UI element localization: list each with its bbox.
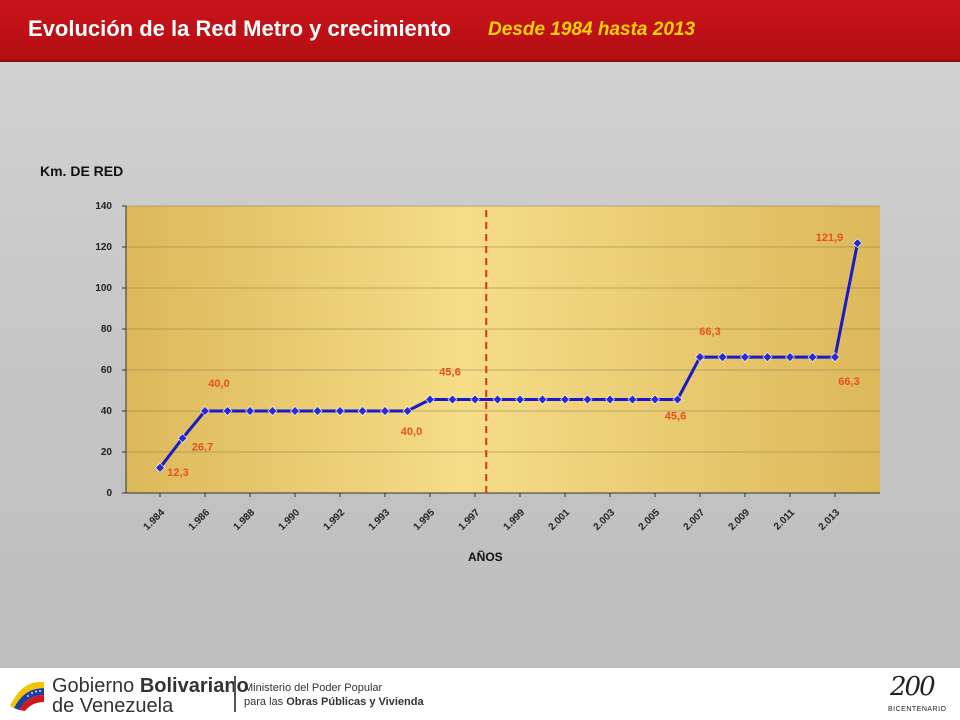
data-point: [470, 394, 480, 405]
data-point: [807, 352, 818, 363]
data-point: [515, 394, 525, 405]
x-tick-label: 1.997: [457, 507, 483, 533]
slide-header: Evolución de la Red Metro y crecimiento …: [0, 0, 960, 62]
x-tick-label: 1.993: [367, 507, 393, 533]
x-tick-label: 2.007: [682, 507, 708, 533]
data-point: [492, 394, 503, 405]
x-tick-label: 2.013: [817, 507, 843, 533]
y-tick-label: 20: [101, 447, 113, 458]
y-axis-label: Km. DE RED: [40, 163, 124, 179]
data-point: [290, 406, 300, 416]
footer-divider: [234, 676, 236, 712]
x-axis-label: AÑOS: [468, 550, 503, 564]
y-tick-label: 40: [101, 406, 113, 417]
gobierno-word: Gobierno: [52, 675, 140, 697]
data-point: [762, 352, 773, 363]
bolivariano-word: Bolivariano: [139, 675, 249, 697]
data-point: [582, 394, 593, 405]
venezuela-flag-icon: [10, 681, 44, 711]
gobierno-logo-text: Gobierno Bolivariano de Venezuela: [52, 676, 249, 716]
data-label: 26,7: [192, 441, 213, 453]
data-point: [200, 406, 210, 416]
x-tick-label: 2.003: [592, 507, 618, 533]
y-tick-label: 140: [95, 201, 112, 212]
data-label: 40,0: [208, 378, 229, 390]
x-tick-label: 2.009: [727, 507, 753, 533]
data-point: [650, 394, 660, 405]
data-point: [177, 433, 188, 444]
data-point: [357, 406, 368, 416]
data-label: 66,3: [699, 326, 720, 338]
plot-area: [126, 206, 880, 493]
data-point: [222, 406, 233, 416]
data-point: [852, 238, 863, 249]
data-point: [267, 406, 278, 416]
data-point: [740, 352, 750, 363]
bicentenario-logo: 200 BICENTENARIO: [884, 672, 950, 716]
footer: Gobierno Bolivariano de Venezuela Minist…: [0, 668, 960, 720]
data-label: 121,9: [816, 232, 844, 244]
data-point: [785, 352, 795, 363]
x-tick-label: 1.999: [502, 507, 528, 533]
data-point: [312, 406, 323, 416]
data-point: [560, 394, 570, 405]
slide-title: Evolución de la Red Metro y crecimiento: [28, 16, 451, 41]
data-point: [717, 352, 728, 363]
ministerio-text: Ministerio del Poder Popular para las Ob…: [244, 681, 424, 709]
data-point: [672, 394, 683, 405]
x-tick-label: 1.988: [232, 507, 258, 533]
de-venezuela-word: de Venezuela: [52, 695, 174, 717]
data-point: [155, 462, 165, 473]
data-label: 45,6: [665, 411, 686, 423]
data-point: [695, 352, 705, 363]
x-tick-label: 2.001: [547, 507, 573, 533]
x-tick-label: 1.990: [277, 507, 303, 533]
x-tick-label: 1.992: [322, 507, 348, 533]
data-point: [627, 394, 638, 405]
x-tick-label: 2.011: [772, 507, 797, 532]
data-label: 12,3: [167, 467, 188, 479]
data-point: [447, 394, 458, 405]
x-tick-label: 2.005: [637, 507, 663, 533]
data-point: [245, 406, 255, 416]
y-tick-label: 100: [95, 283, 112, 294]
ministerio-line2-bold: Obras Públicas y Vivienda: [286, 696, 424, 708]
x-tick-label: 1.995: [412, 507, 438, 533]
y-tick-label: 60: [101, 365, 113, 376]
x-tick-label: 1.986: [187, 507, 213, 533]
bicentenario-number: 200: [890, 672, 936, 702]
data-point: [380, 406, 390, 416]
slide-subtitle: Desde 1984 hasta 2013: [488, 19, 696, 40]
x-tick-label: 1.984: [142, 507, 168, 533]
ministerio-line1: Ministerio del Poder Popular: [244, 682, 383, 694]
data-label: 45,6: [439, 367, 460, 379]
y-tick-label: 120: [95, 242, 112, 253]
data-point: [335, 406, 345, 416]
data-point: [402, 406, 413, 416]
data-point: [605, 394, 615, 405]
bicentenario-word: BICENTENARIO: [888, 706, 947, 713]
data-point: [830, 352, 840, 363]
data-label: 40,0: [401, 426, 422, 438]
data-label: 66,3: [838, 376, 859, 388]
y-tick-label: 80: [101, 324, 113, 335]
data-point: [425, 394, 435, 405]
data-point: [537, 394, 548, 405]
ministerio-line2-prefix: para las: [244, 696, 287, 708]
y-tick-label: 0: [106, 488, 112, 499]
